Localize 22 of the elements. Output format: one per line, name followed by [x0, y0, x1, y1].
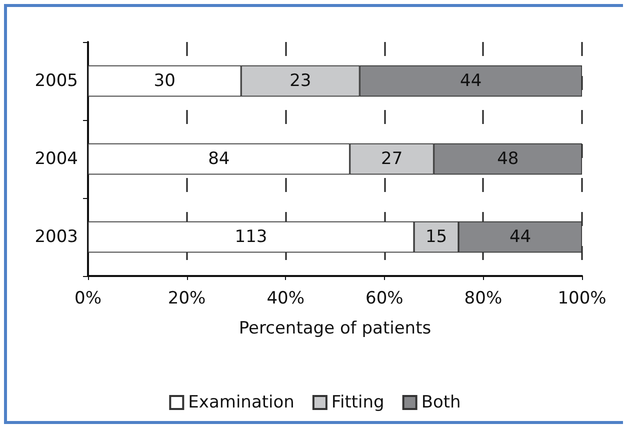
x-tick-label: 80%	[464, 288, 502, 308]
annotation: 27	[380, 149, 403, 169]
legend-label: Fitting	[331, 392, 384, 412]
annotation: 23	[290, 71, 312, 91]
x-tick-label: 20%	[168, 288, 206, 308]
x-tick-label: 60%	[366, 288, 404, 308]
x-axis-title: Percentage of patients	[238, 318, 432, 338]
legend-label: Examination	[188, 392, 294, 412]
annotation: 113	[234, 227, 268, 247]
legend-label: Both	[421, 392, 461, 412]
annotation: 44	[460, 71, 482, 91]
annotation: 30	[154, 71, 176, 91]
annotation: 15	[425, 227, 448, 247]
annotation: 44	[509, 227, 532, 247]
annotation: 48	[497, 149, 519, 169]
y-tick-label: 2004	[34, 149, 78, 169]
annotation: 84	[208, 149, 230, 169]
x-tick-label: 40%	[266, 288, 304, 308]
x-tick-label: 0%	[74, 288, 102, 308]
x-tick-label: 100%	[558, 288, 606, 308]
y-tick-label: 2005	[34, 71, 78, 91]
y-tick-label: 2003	[34, 227, 78, 247]
